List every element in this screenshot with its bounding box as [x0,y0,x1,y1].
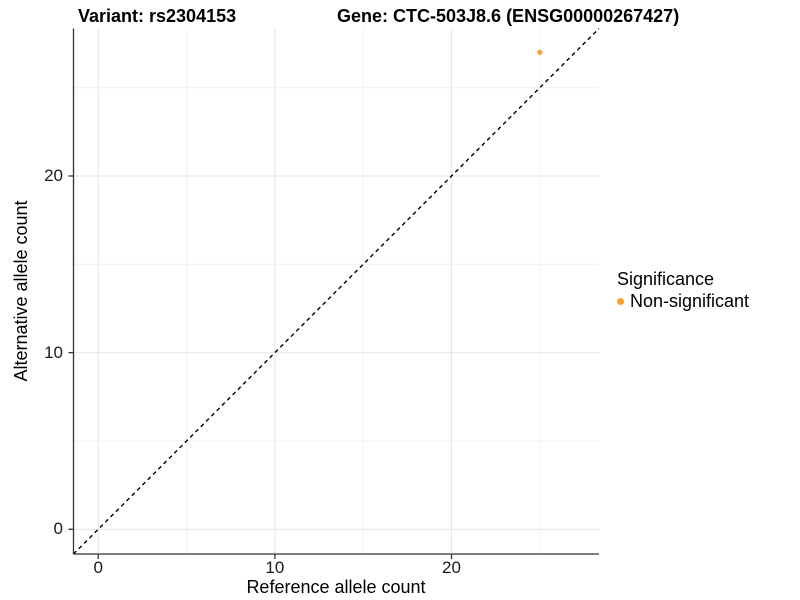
legend-item-label: Non-significant [630,291,750,311]
data-point [537,49,543,55]
variant-title: Variant: rs2304153 [78,6,237,26]
y-tick-label: 20 [44,165,63,185]
gene-title: Gene: CTC-503J8.6 (ENSG00000267427) [337,6,680,26]
legend-point-icon [617,297,624,305]
y-axis-title: Alternative allele count [11,200,31,382]
y-tick-label: 0 [53,519,63,539]
x-tick-label: 0 [93,558,103,577]
x-tick-label: 20 [442,558,461,577]
y-tick-label: 10 [44,342,63,362]
legend-title: Significance [617,269,715,289]
legend-item: Non-significant [617,290,749,312]
legend: Significance Non-significant [617,268,749,312]
x-axis-title: Reference allele count [246,577,426,597]
x-tick-label: 10 [265,558,285,577]
identity-dashed-line [73,28,600,555]
